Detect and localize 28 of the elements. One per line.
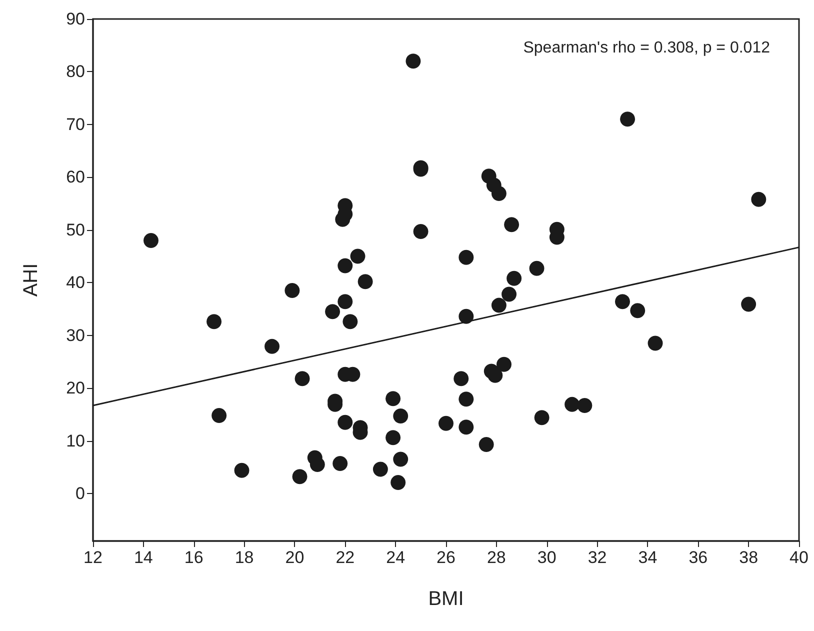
x-tick-label: 14 xyxy=(134,548,153,567)
x-tick-label: 28 xyxy=(486,548,506,567)
y-tick-label: 20 xyxy=(66,378,85,398)
x-axis-title: BMI xyxy=(428,588,464,610)
y-tick-label: 40 xyxy=(66,273,85,292)
x-tick-label: 18 xyxy=(234,548,254,567)
y-tick-label: 90 xyxy=(66,10,85,28)
x-tick-label: 22 xyxy=(336,548,355,567)
x-tick-label: 36 xyxy=(688,548,708,567)
x-tick-label: 16 xyxy=(184,548,204,567)
x-tick-label: 32 xyxy=(588,548,607,567)
y-tick-label: 0 xyxy=(76,484,85,504)
annotation: Spearman's rho = 0.308, p = 0.012 xyxy=(523,40,770,56)
y-tick-label: 80 xyxy=(66,62,85,82)
y-tick-label: 30 xyxy=(66,326,85,345)
y-tick-label: 60 xyxy=(66,168,85,187)
y-tick-label: 10 xyxy=(66,431,85,450)
x-tick-label: 30 xyxy=(537,548,556,567)
x-tick-label: 24 xyxy=(386,548,406,567)
x-tick-label: 12 xyxy=(84,548,102,567)
x-tick-label: 34 xyxy=(638,548,658,567)
x-tick-label: 20 xyxy=(285,548,304,567)
y-axis-title: AHI xyxy=(20,263,42,297)
x-tick-label: 38 xyxy=(739,548,758,567)
y-tick-label: 50 xyxy=(66,220,85,240)
x-tick-label: 40 xyxy=(790,548,808,567)
x-tick-label: 26 xyxy=(436,548,456,567)
y-tick-label: 70 xyxy=(66,114,85,134)
